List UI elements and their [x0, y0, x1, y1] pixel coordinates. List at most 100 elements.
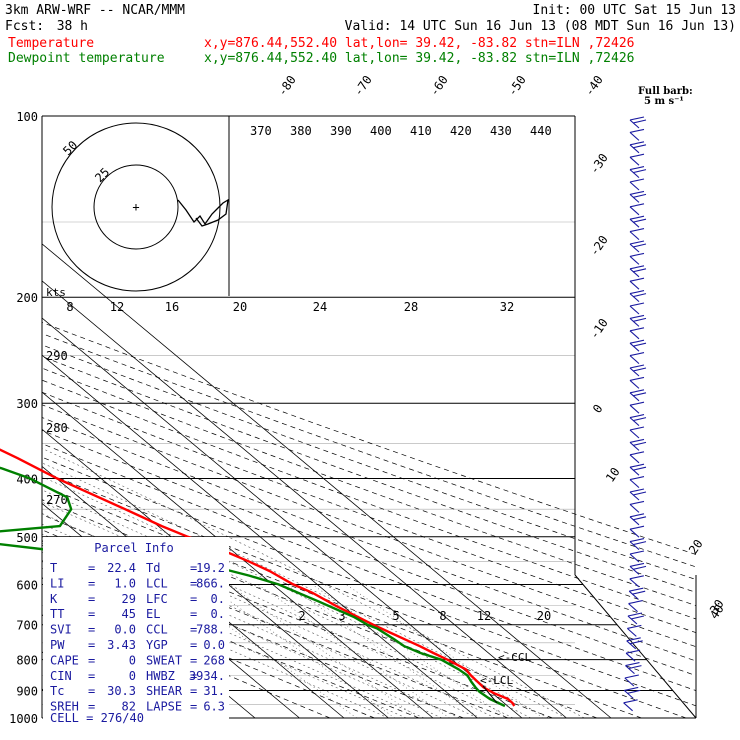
wind-barb-flag: [632, 516, 647, 521]
isotherm-label: -60: [427, 73, 451, 99]
mixing-ratio-label: 3: [338, 609, 345, 623]
wind-barb-flag: [632, 417, 647, 422]
parcel-eq: =: [190, 638, 197, 652]
wind-barb-staff: [629, 417, 640, 427]
wind-barb-flag: [632, 268, 647, 273]
wind-barb-staff: [629, 218, 640, 228]
parcel-label: LCL: [146, 576, 168, 590]
wind-barb-flag: [629, 575, 644, 580]
wind-barb-flag: [627, 624, 642, 629]
wind-barb-flag: [632, 342, 647, 347]
isotherm-20: [42, 317, 523, 719]
parcel-eq: =: [88, 700, 95, 714]
parcel-label: SHEAR: [146, 684, 183, 698]
parcel-label: SREH: [50, 700, 79, 714]
parcel-label: PW: [50, 638, 65, 652]
wind-barb-flag: [629, 252, 645, 257]
hodograph-ring-25: [93, 164, 179, 250]
wind-barb-flag: [629, 116, 645, 121]
parcel-value: 29: [122, 592, 136, 606]
wind-barb-staff: [629, 429, 640, 439]
parcel-eq: =: [88, 623, 95, 637]
wind-barb-flag: [629, 203, 645, 208]
wind-barb-staff: [624, 677, 635, 687]
wind-barb-flag: [629, 352, 645, 357]
moist-adiabat: [42, 501, 514, 719]
moist-adiabat: [42, 447, 585, 719]
parcel-value: 30.3: [107, 684, 136, 698]
wind-barb-staff: [623, 689, 634, 699]
pressure-tick-label: 800: [16, 654, 38, 668]
pressure-tick-label: 900: [16, 684, 38, 698]
parcel-value: 6.3: [203, 700, 225, 714]
parcel-label: SWEAT: [146, 653, 182, 667]
parcel-label: LAPSE: [146, 700, 182, 714]
wind-barb-flag: [629, 538, 645, 543]
parcel-eq: =: [88, 684, 95, 698]
parcel-value: 0: [129, 669, 136, 683]
wind-barb-flag: [629, 476, 645, 481]
wind-barb-flag: [632, 243, 647, 248]
parcel-label: SVI: [50, 623, 72, 637]
wind-barb-flag: [628, 665, 642, 670]
parcel-label: Tc: [50, 684, 64, 698]
parcel-label: HWBZ: [146, 669, 175, 683]
wind-barb-flag: [629, 426, 645, 431]
wind-barb-flag: [629, 438, 645, 443]
legend-dewpoint-info: x,y=876.44,552.40 lat,lon= 39.42, -83.82…: [204, 51, 634, 66]
isotherm-label: -30: [587, 151, 611, 177]
parcel-eq: =: [190, 576, 197, 590]
wind-barb-staff: [629, 454, 640, 464]
wind-barb-staff: [629, 541, 640, 551]
wind-barb-flag: [627, 612, 643, 617]
pressure-tick-label: 700: [16, 619, 38, 633]
hodograph-trace: [177, 198, 229, 227]
wind-barb-staff: [629, 404, 640, 414]
wind-barb-staff: [625, 665, 635, 675]
wind-barb-flag: [626, 637, 641, 642]
wind-barb-flag: [632, 565, 647, 570]
parcel-value: 788.: [196, 623, 225, 637]
wind-barb-staff: [629, 441, 640, 451]
wind-barb-flag: [629, 178, 645, 183]
dry-adiabat: [42, 391, 696, 634]
parcel-label: LI: [50, 576, 64, 590]
parcel-eq: =: [190, 684, 197, 698]
wind-barb-flag: [629, 290, 645, 295]
wind-barb-staff: [629, 466, 640, 476]
wind-barb-flag: [628, 600, 643, 605]
wind-barb-flag: [629, 190, 645, 195]
frame-corner: [574, 574, 697, 719]
wind-barb-staff: [629, 503, 640, 513]
wind-barb-staff: [629, 479, 640, 489]
barb-key-label: Full barb:: [638, 86, 693, 97]
hodograph-ring-label: 50: [60, 138, 80, 158]
isotherm-label: 30: [707, 597, 727, 617]
parcel-label: CIN: [50, 669, 72, 683]
wind-barb-staff: [629, 181, 640, 191]
forecast-hour: 38 h: [57, 19, 88, 34]
lcl-pointer: [482, 685, 498, 704]
profile-curves: <-CCL <-LCL: [0, 448, 531, 708]
parcel-value: 0.: [211, 592, 225, 606]
mixing-ratio-label: 8: [439, 609, 446, 623]
dry-adiabat: [42, 356, 696, 593]
wind-barb-flag: [629, 277, 645, 282]
dry-adiabat: [42, 417, 696, 662]
parcel-title: Parcel Info: [94, 541, 173, 555]
parcel-eq: =: [88, 592, 95, 606]
isotherm-label: -70: [351, 73, 375, 99]
wind-barb-flag: [629, 587, 644, 592]
pressure-tick-label: 200: [16, 291, 38, 305]
pressure-tick-label: 600: [16, 578, 38, 592]
hodograph-ring-50: [51, 122, 221, 292]
parcel-value: 866.: [196, 576, 225, 590]
parcel-label: TT: [50, 607, 64, 621]
dry-adiabat: [42, 404, 696, 648]
mixing-ratio-line: [311, 584, 508, 719]
isotherm-label: -50: [505, 73, 529, 99]
wind-barb-staff: [628, 603, 638, 613]
dry-adiabat: [42, 529, 509, 719]
wind-barb-staff: [629, 119, 640, 129]
